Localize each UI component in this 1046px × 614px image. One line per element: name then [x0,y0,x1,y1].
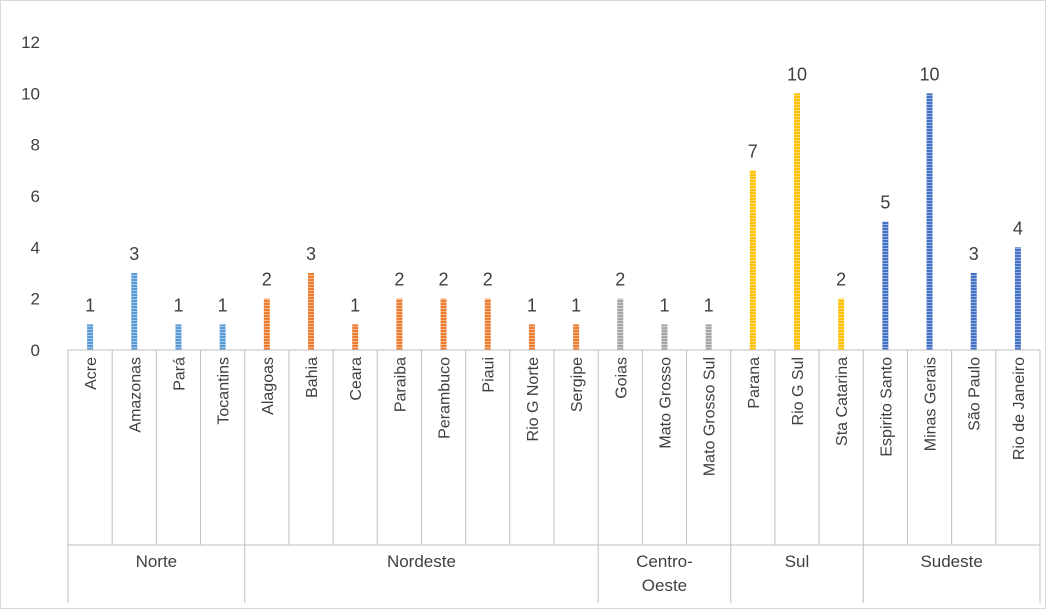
data-label: 3 [306,244,316,264]
category-label: São Paulo [967,357,984,431]
bar-goias [617,298,624,350]
bar-rio-de-janeiro [1014,247,1021,350]
category-label: Espirito Santo [878,357,895,457]
data-label: 1 [659,295,669,315]
data-label: 2 [836,270,846,290]
data-label: 1 [704,295,714,315]
y-tick-label: 8 [31,136,40,155]
data-label: 1 [527,295,537,315]
category-label: Mato Grosso Sul [702,357,719,476]
data-label: 10 [920,64,940,84]
category-label: Perambuco [437,357,454,439]
data-label: 7 [748,141,758,161]
data-label: 1 [350,295,360,315]
data-label: 2 [262,270,272,290]
y-tick-label: 10 [21,84,40,103]
y-tick-label: 0 [31,341,40,360]
data-label: 1 [571,295,581,315]
y-tick-label: 12 [21,33,40,52]
y-axis: 0 2 4 6 8 10 12 [21,33,40,360]
bars [87,93,1021,350]
y-tick-label: 6 [31,187,40,206]
bar-rio-g-norte [528,324,535,350]
category-label: Amazonas [127,357,144,433]
data-label: 1 [218,295,228,315]
group-label: Nordeste [387,552,456,571]
bar-paraiba [396,298,403,350]
category-label: Goias [613,357,630,399]
data-label: 5 [880,193,890,213]
category-label: Piaui [481,357,498,393]
category-label: Sta Catarina [834,357,851,446]
category-label: Parana [746,357,763,409]
category-label: Bahia [304,357,321,398]
bar-tocantins [219,324,226,350]
x-axis: Acre Amazonas Pará Tocantins Norte Alagoas Bah… [67,349,1041,603]
group-label: Centro-Oeste [636,552,693,595]
data-label: 2 [394,270,404,290]
data-label: 2 [615,270,625,290]
data-label: 3 [969,244,979,264]
bar-espirito-santo [882,221,889,350]
bar-alagoas [263,298,270,350]
category-label: Paraiba [392,357,409,412]
category-label: Tocantins [216,357,233,425]
data-label: 3 [129,244,139,264]
group-label: Sudeste [920,552,982,571]
bar-parana [749,170,756,350]
bar-ceara [352,324,359,350]
bar-acre [87,324,94,350]
bar-são-paulo [970,273,977,350]
bar-pará [175,324,182,350]
category-label: Alagoas [260,357,277,415]
category-label: Rio G Sul [790,357,807,425]
bar-rio-g-sul [794,93,800,350]
data-label: 2 [483,270,493,290]
data-label: 1 [173,295,183,315]
category-label: Minas Gerais [923,357,940,451]
category-label: Rio de Janeiro [1011,357,1028,460]
category-label: Pará [171,357,188,391]
y-tick-label: 4 [31,238,40,257]
bar-perambuco [440,298,447,350]
bar-sergipe [573,324,580,350]
category-label: Ceara [348,357,365,401]
category-label: Mato Grosso [657,357,674,449]
category-label: Rio G Norte [525,357,542,442]
bar-mato-grosso [661,324,668,350]
bar-sta-catarina [838,298,845,350]
bar-piaui [484,298,491,350]
data-label: 10 [787,64,807,84]
category-label: Sergipe [569,357,586,412]
group-label: Sul [785,552,810,571]
category-label: Acre [83,357,100,390]
data-labels: 1 3 1 1 2 3 1 2 2 2 1 1 2 1 1 7 10 2 5 10 3 4 [85,64,1023,315]
data-label: 4 [1013,218,1023,238]
bar-amazonas [131,273,138,350]
y-tick-label: 2 [31,290,40,309]
group-label: Norte [136,552,178,571]
data-label: 2 [439,270,449,290]
bar-bahia [308,273,314,350]
bar-minas-gerais [926,93,933,350]
bar-mato-grosso-sul [705,324,712,350]
data-label: 1 [85,295,95,315]
